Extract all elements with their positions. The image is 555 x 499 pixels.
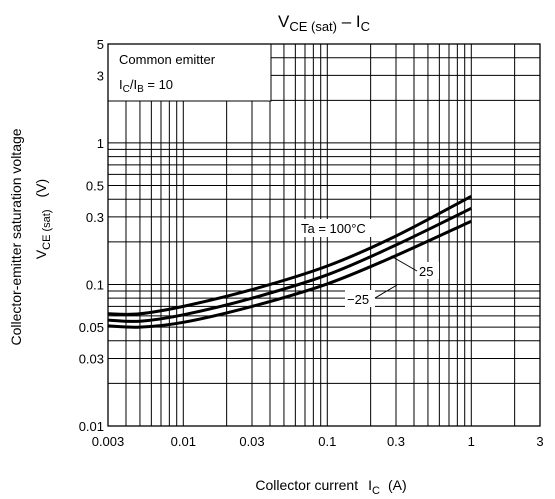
y-tick-label: 0.5 [86,179,104,194]
x-tick-label: 0.01 [171,434,196,449]
y-tick-label: 0.03 [79,351,104,366]
x-tick-label: 0.3 [387,434,405,449]
label-bg-m25 [345,290,375,307]
x-axis-title: Collector current IC (A) [255,477,406,497]
chart-title: VCE (sat) – IC [278,12,370,34]
grid [107,43,541,427]
y-tick-label: 1 [97,136,104,151]
leader-25 [390,255,418,272]
x-tick-label: 0.03 [239,434,264,449]
x-tick-label: 3 [536,434,543,449]
series-label-minus25: −25 [347,292,369,307]
series-label-25: 25 [419,264,433,279]
label-bg-100 [299,219,385,237]
y-tick-label: 0.05 [79,320,104,335]
conditions-ratio: IC/IB = 10 [119,77,173,95]
series-label-100: Ta = 100°C [301,221,366,236]
axes: 0.003 0.01 0.03 0.1 0.3 1 30.010.030.050.10.30… [79,37,544,449]
y-axis-title-line1: Collector-emitter saturation voltage [8,128,24,345]
series-curves [107,194,472,329]
y-tick-label: 0.01 [79,419,104,434]
y-tick-label: 0.3 [86,210,104,225]
x-tick-label: 1 [468,434,475,449]
label-bg-25 [417,262,439,279]
conditions-line1: Common emitter [119,52,216,67]
series-line-2 [107,219,472,329]
plot-frame [107,43,541,427]
conditions-box [107,43,272,102]
series-line-0 [107,194,472,316]
y-tick-label: 5 [97,37,104,52]
x-tick-label: 0.003 [92,434,125,449]
y-tick-label: 3 [97,68,104,83]
x-tick-label: 0.1 [318,434,336,449]
y-tick-label: 0.1 [86,277,104,292]
y-axis-title-line2: VCE (sat)(V) [33,179,53,259]
series-line-1 [107,206,472,323]
leader-minus25 [374,284,398,299]
